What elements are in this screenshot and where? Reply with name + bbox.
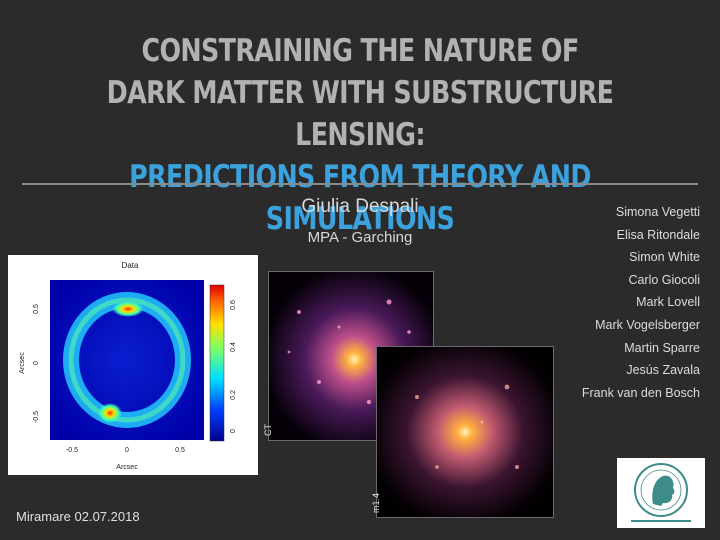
title-line-3: PREDICTIONS FROM THEORY AND SIMULATIONS bbox=[129, 159, 591, 237]
coauthor: Elisa Ritondale bbox=[616, 227, 700, 242]
coauthor: Jesús Zavala bbox=[626, 363, 700, 378]
simulation-image-warm-dm: m1.4 bbox=[371, 346, 554, 518]
title-line-2: DARK MATTER WITH SUBSTRUCTURE LENSING: bbox=[106, 75, 614, 153]
coauthor: Martin Sparre bbox=[624, 340, 700, 355]
coauthor: Frank van den Bosch bbox=[581, 385, 700, 400]
data-plot-title: Data bbox=[122, 261, 139, 270]
simulation-label: m1.4 bbox=[371, 492, 381, 513]
y-tick: 0.5 bbox=[33, 304, 40, 314]
einstein-ring-core bbox=[68, 297, 186, 423]
y-tick: 0 bbox=[33, 361, 40, 365]
max-planck-logo bbox=[617, 458, 705, 528]
lensed-image-top bbox=[112, 301, 144, 317]
coauthor: Mark Lovell bbox=[636, 295, 700, 310]
colorbar bbox=[209, 284, 225, 442]
y-tick: -0.5 bbox=[33, 411, 40, 423]
author-affiliation: MPA - Garching bbox=[307, 229, 413, 246]
y-axis-label: Arcsec bbox=[19, 352, 26, 374]
lensed-image-bottom bbox=[98, 403, 122, 423]
coauthor: Mark Vogelsberger bbox=[595, 317, 700, 332]
footer-date: Miramare 02.07.2018 bbox=[16, 509, 140, 524]
slide-title: CONSTRAINING THE NATURE OF DARK MATTER W… bbox=[65, 30, 655, 240]
x-axis-label: Arcsec bbox=[116, 464, 138, 471]
x-tick: 0 bbox=[125, 447, 129, 454]
colorbar-tick: 0.2 bbox=[230, 390, 237, 400]
author-name: Giulia Despali bbox=[301, 196, 419, 217]
colorbar-tick: 0.4 bbox=[230, 342, 237, 352]
simulation-label: CT bbox=[263, 424, 273, 436]
title-divider bbox=[22, 183, 698, 185]
coauthor: Simona Vegetti bbox=[615, 205, 700, 219]
colorbar-tick: 0 bbox=[230, 429, 237, 433]
coauthor-list: Simona Vegetti Elisa Ritondale Simon Whi… bbox=[582, 201, 700, 404]
x-tick: 0.5 bbox=[175, 447, 185, 454]
lensing-data-figure: Data -0.5 0 0.5 Arcsec -0.5 0 0.5 Arcsec… bbox=[8, 255, 258, 475]
colorbar-tick: 0.6 bbox=[230, 300, 237, 310]
coauthor: Carlo Giocoli bbox=[628, 272, 700, 287]
coauthor: Simon White bbox=[629, 250, 700, 265]
x-tick: -0.5 bbox=[66, 447, 78, 454]
title-line-1: CONSTRAINING THE NATURE OF bbox=[141, 33, 579, 69]
